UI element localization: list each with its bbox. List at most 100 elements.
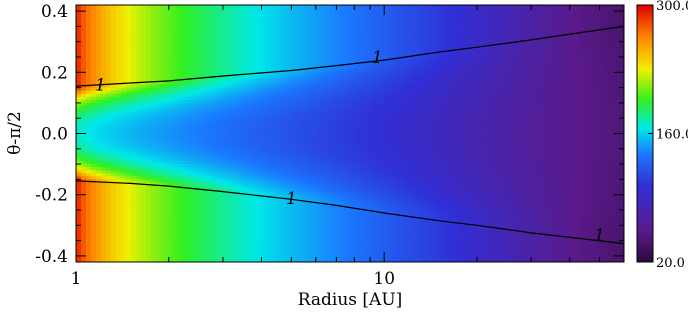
heatmap-cell [110, 115, 117, 119]
heatmap-cell [150, 32, 157, 37]
heatmap-cell [310, 69, 316, 73]
heatmap-cell [220, 216, 227, 220]
heatmap-cell [135, 63, 142, 67]
heatmap-cell [110, 118, 117, 122]
heatmap-cell [305, 161, 311, 165]
heatmap-cell [110, 136, 117, 141]
heatmap-cell [315, 170, 321, 174]
heatmap-cell [130, 225, 137, 229]
heatmap-cell [165, 176, 172, 180]
heatmap-cell [220, 105, 227, 110]
heatmap-cell [305, 182, 311, 187]
heatmap-cell [130, 14, 137, 18]
heatmap-cell [369, 17, 376, 21]
heatmap-cell [160, 206, 167, 211]
heatmap-cell [155, 121, 162, 125]
heatmap-cell [290, 130, 296, 135]
heatmap-cell [120, 69, 127, 73]
heatmap-cell [235, 50, 241, 55]
heatmap-cell [110, 14, 117, 18]
heatmap-cell [275, 157, 281, 162]
heatmap-cell [190, 32, 197, 37]
heatmap-cell [295, 191, 301, 196]
heatmap-cell [240, 194, 246, 199]
heatmap-cell [340, 185, 346, 190]
heatmap-cell [315, 219, 321, 223]
heatmap-cell [250, 121, 256, 125]
heatmap-cell [80, 112, 87, 116]
heatmap-cell [310, 209, 316, 214]
heatmap-cell [175, 206, 182, 211]
heatmap-cell [190, 38, 197, 43]
heatmap-cell [130, 179, 137, 184]
heatmap-cell [270, 188, 276, 193]
heatmap-cell [160, 5, 167, 9]
heatmap-cell [110, 75, 117, 80]
heatmap-cell [350, 161, 356, 165]
heatmap-cell [255, 102, 261, 107]
heatmap-cell [354, 258, 361, 262]
heatmap-cell [190, 105, 197, 110]
heatmap-cell [300, 5, 306, 9]
heatmap-cell [350, 75, 356, 80]
heatmap-cell [125, 191, 132, 196]
heatmap-cell [340, 44, 346, 49]
heatmap-cell [210, 179, 217, 184]
heatmap-cell [235, 213, 241, 217]
heatmap-cell [345, 78, 351, 83]
heatmap-cell [354, 127, 361, 132]
heatmap-cell [95, 258, 102, 262]
heatmap-cell [250, 249, 256, 254]
heatmap-cell [320, 182, 326, 187]
heatmap-cell [215, 161, 222, 165]
heatmap-cell [195, 81, 202, 86]
heatmap-cell [260, 228, 266, 233]
heatmap-cell [155, 258, 162, 262]
heatmap-cell [275, 66, 281, 70]
heatmap-cell [135, 133, 142, 138]
heatmap-cell [335, 249, 341, 254]
heatmap-cell [250, 78, 256, 83]
heatmap-cell [130, 127, 137, 132]
heatmap-cell [185, 35, 192, 40]
heatmap-cell [240, 96, 246, 101]
heatmap-cell [215, 5, 222, 9]
heatmap-cell [300, 32, 306, 37]
heatmap-cell [320, 121, 326, 125]
heatmap-cell [90, 32, 97, 37]
heatmap-cell [155, 216, 162, 220]
heatmap-cell [230, 102, 237, 107]
heatmap-cell [335, 182, 341, 187]
heatmap-cell [260, 66, 266, 70]
heatmap-cell [165, 38, 172, 43]
heatmap-cell [170, 14, 177, 18]
heatmap-cell [90, 249, 97, 254]
heatmap-cell [320, 237, 326, 242]
heatmap-cell [205, 50, 212, 55]
heatmap-cell [100, 69, 107, 73]
heatmap-cell [110, 29, 117, 34]
heatmap-cell [85, 75, 92, 80]
heatmap-cell [160, 228, 167, 233]
heatmap-cell [364, 17, 371, 21]
heatmap-cell [315, 38, 321, 43]
heatmap-cell [160, 194, 167, 199]
heatmap-cell [350, 142, 356, 147]
heatmap-cell [255, 154, 261, 159]
heatmap-cell [215, 23, 222, 28]
heatmap-cell [255, 127, 261, 132]
heatmap-cell [170, 29, 177, 34]
heatmap-cell [165, 112, 172, 116]
heatmap-cell [310, 75, 316, 80]
heatmap-cell [320, 102, 326, 107]
heatmap-cell [250, 66, 256, 70]
heatmap-cell [225, 47, 232, 52]
heatmap-cell [200, 118, 207, 122]
heatmap-cell [285, 87, 291, 92]
heatmap-cell [115, 167, 122, 171]
heatmap-cell [230, 231, 237, 236]
heatmap-cell [110, 127, 117, 132]
heatmap-cell [245, 127, 251, 132]
heatmap-cell [235, 41, 241, 46]
heatmap-cell [125, 124, 132, 128]
